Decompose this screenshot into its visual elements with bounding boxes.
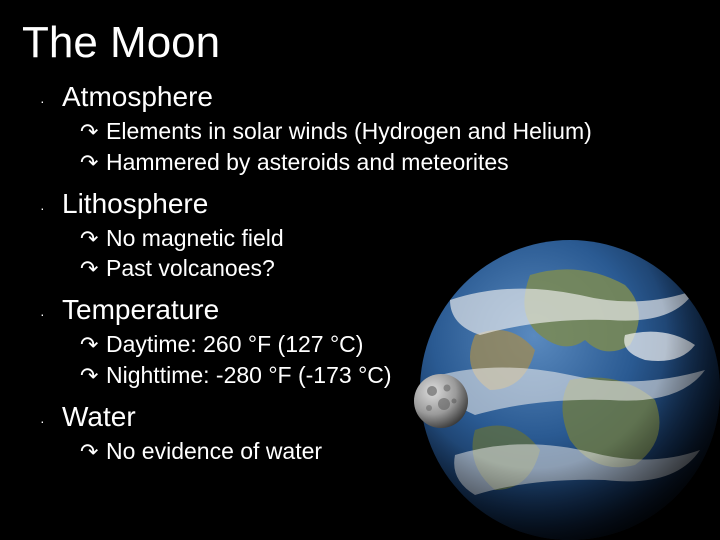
sub-bullet-text: Past volcanoes? xyxy=(106,254,275,283)
sub-bullet-marker: ↷ xyxy=(80,439,106,465)
bullet-marker: · xyxy=(40,87,62,115)
sub-bullet-text: Hammered by asteroids and meteorites xyxy=(106,148,509,177)
sub-bullet-text: Nighttime: -280 °F (-173 °C) xyxy=(106,361,392,390)
sub-bullet-text: No magnetic field xyxy=(106,224,284,253)
sub-bullet: ↷ Elements in solar winds (Hydrogen and … xyxy=(80,117,698,146)
slide-title: The Moon xyxy=(22,18,698,68)
sub-bullet-text: Daytime: 260 °F (127 °C) xyxy=(106,330,363,359)
bullet-marker: · xyxy=(40,407,62,435)
sub-bullet-marker: ↷ xyxy=(80,150,106,176)
bullet-text: Atmosphere xyxy=(62,80,213,114)
bullet-text: Water xyxy=(62,400,136,434)
sub-bullet-marker: ↷ xyxy=(80,119,106,145)
moon-image xyxy=(414,374,468,428)
bullet-text: Lithosphere xyxy=(62,187,208,221)
sub-bullet: ↷ Hammered by asteroids and meteorites xyxy=(80,148,698,177)
sub-bullet-marker: ↷ xyxy=(80,256,106,282)
sub-bullet-marker: ↷ xyxy=(80,332,106,358)
bullet-marker: · xyxy=(40,300,62,328)
bullet-text: Temperature xyxy=(62,293,219,327)
sub-bullet-marker: ↷ xyxy=(80,226,106,252)
bullet-lithosphere: · Lithosphere xyxy=(40,187,698,222)
bullet-atmosphere: · Atmosphere xyxy=(40,80,698,115)
sub-bullet-text: Elements in solar winds (Hydrogen and He… xyxy=(106,117,592,146)
slide: The Moon · Atmosphere ↷ Elements in sola… xyxy=(0,0,720,540)
bullet-marker: · xyxy=(40,194,62,222)
sub-bullet-marker: ↷ xyxy=(80,363,106,389)
sub-bullet-text: No evidence of water xyxy=(106,437,322,466)
